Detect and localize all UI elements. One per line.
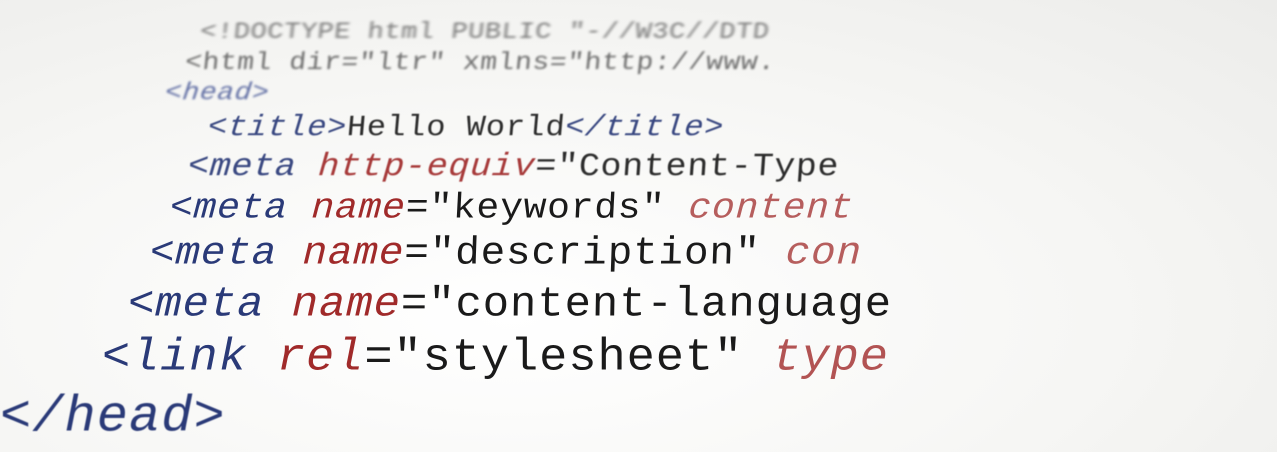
- meta-tag-4: <meta: [127, 281, 293, 329]
- http-equiv-attr: http-equiv: [316, 148, 537, 186]
- code-line-doctype: <!DOCTYPE html PUBLIC "-//W3C//DTD: [198, 20, 771, 46]
- name-attr-1: name: [310, 188, 407, 229]
- name-attr-2: name: [301, 232, 406, 276]
- meta-tag-2: <meta: [168, 188, 313, 229]
- content-language-value: ="content-language: [400, 281, 893, 329]
- code-line-meta-description: <meta name="description" con: [149, 232, 863, 276]
- code-line-meta-content-language: <meta name="content-language: [127, 281, 893, 329]
- head-close-tag: </head>: [0, 388, 226, 447]
- code-line-head-open: <head>: [163, 79, 271, 108]
- doctype-token: <!DOCTYPE html PUBLIC "-//W3C//DTD: [198, 20, 771, 46]
- code-line-html-open: <html dir="ltr" xmlns="http://www.: [183, 49, 777, 78]
- title-text: Hello World: [345, 110, 567, 145]
- name-attr-3: name: [291, 281, 402, 329]
- description-value: ="description": [403, 232, 787, 276]
- content-attr-1: content: [687, 188, 855, 229]
- code-line-meta-http-equiv: <meta http-equiv="Content-Type: [186, 148, 841, 186]
- content-type-value: ="Content-Type: [534, 148, 841, 186]
- code-line-meta-keywords: <meta name="keywords" content: [168, 188, 855, 229]
- meta-tag-3: <meta: [149, 232, 304, 276]
- meta-tag-1: <meta: [186, 148, 320, 186]
- content-attr-2: con: [784, 232, 863, 276]
- type-attr: type: [772, 332, 889, 385]
- rel-attr: rel: [276, 332, 365, 385]
- code-line-link-stylesheet: <link rel="stylesheet" type: [102, 336, 889, 382]
- keywords-value: ="keywords": [404, 188, 690, 229]
- title-open-tag: <title>: [206, 110, 349, 145]
- title-close-tag: </title>: [563, 110, 726, 145]
- code-line-title: <title>Hello World</title>: [206, 110, 726, 145]
- stylesheet-value: ="stylesheet": [364, 332, 773, 385]
- head-open-tag: <head>: [163, 79, 271, 108]
- link-tag: <link: [102, 332, 277, 385]
- code-line-head-close: </head>: [0, 392, 226, 444]
- html-open-token: <html dir="ltr" xmlns="http://www.: [183, 49, 777, 78]
